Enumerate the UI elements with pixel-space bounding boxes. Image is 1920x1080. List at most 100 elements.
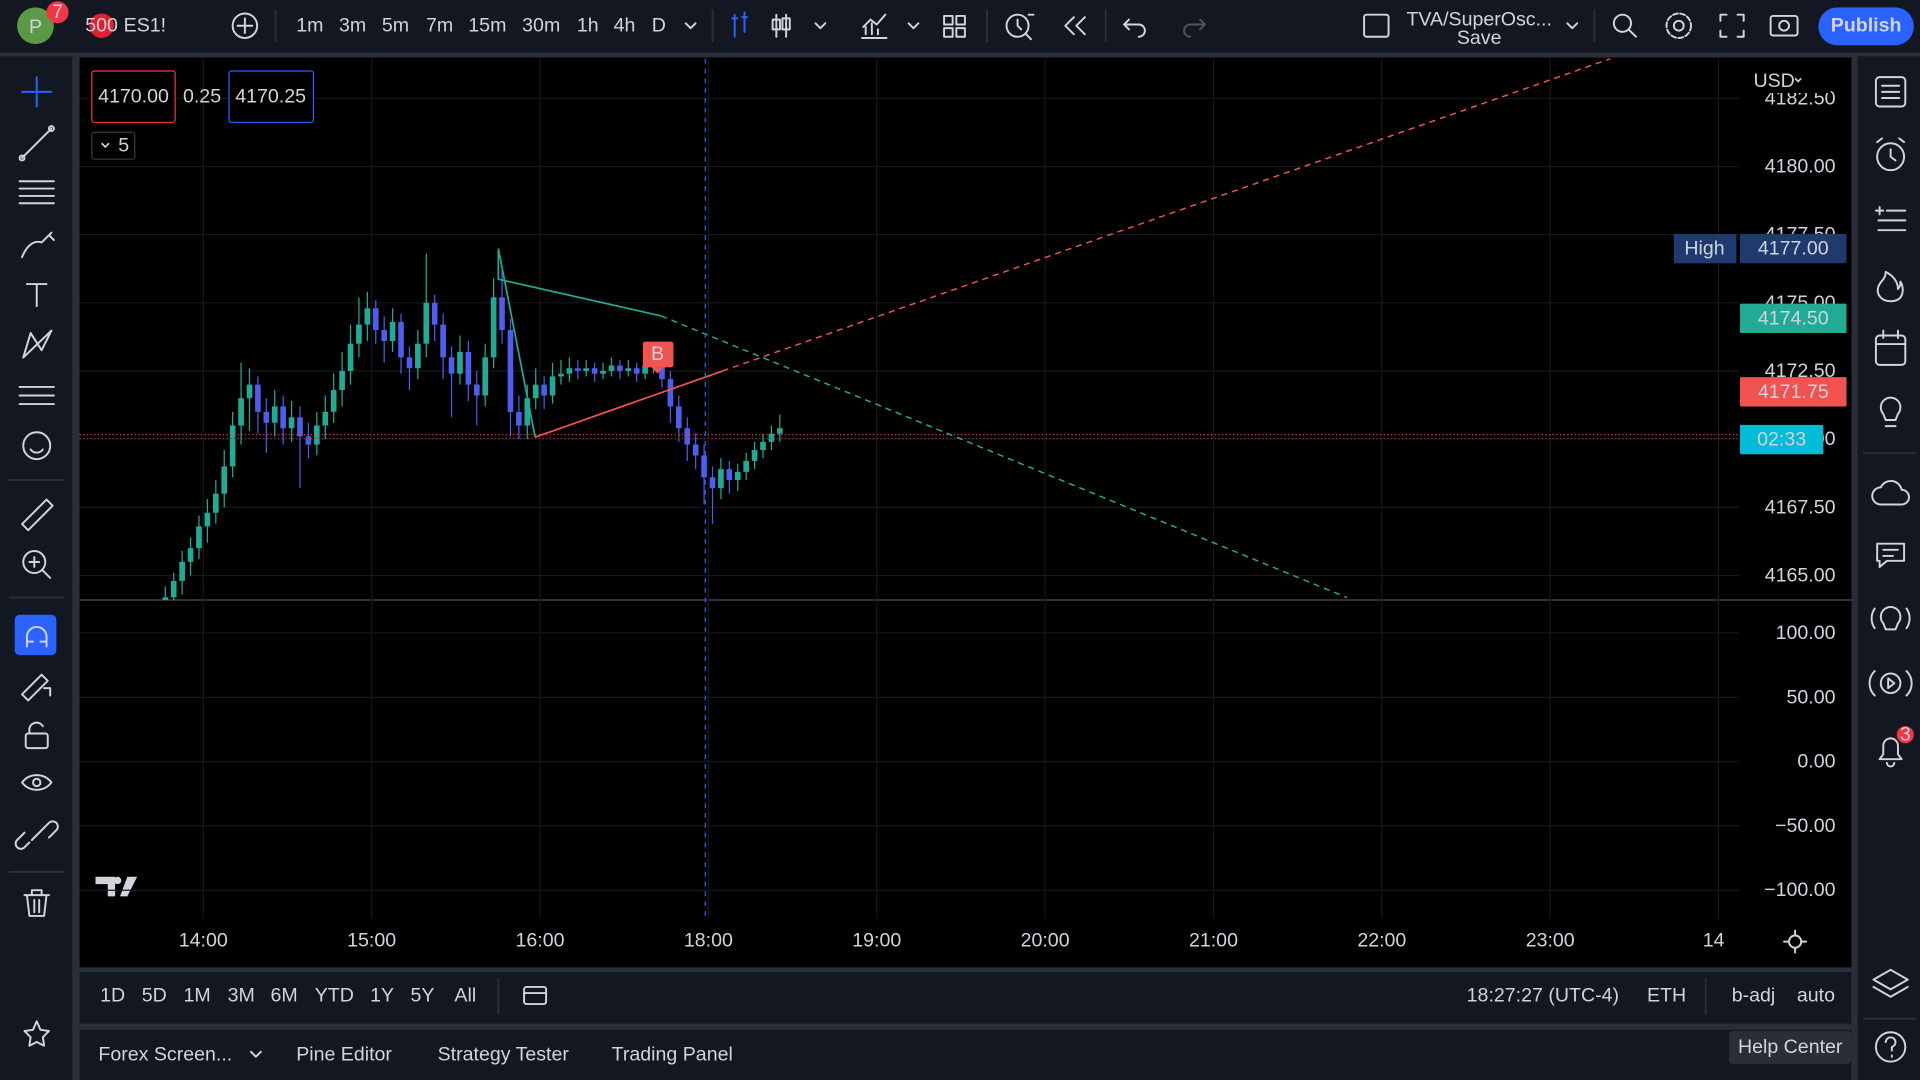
symbol[interactable]: ES1! <box>124 15 166 37</box>
stay-drawing-tool[interactable] <box>21 673 52 702</box>
candle-body <box>389 321 396 341</box>
add-symbol-icon[interactable] <box>231 12 259 39</box>
candle-body <box>473 384 480 396</box>
time-tick-label: 19:00 <box>852 929 901 951</box>
favorites-tool[interactable] <box>23 1020 50 1047</box>
time-tick-label: 23:00 <box>1526 929 1575 951</box>
alerts-icon[interactable] <box>1876 142 1906 172</box>
trendline-tool[interactable] <box>21 127 53 159</box>
hotlist-icon[interactable] <box>1876 270 1904 303</box>
publish-label[interactable]: Publish <box>1831 15 1902 37</box>
bottom-tab[interactable]: Strategy Tester <box>438 1043 570 1065</box>
layout-name[interactable]: TVA/SuperOsc... <box>1406 9 1551 31</box>
interval[interactable]: 15m <box>468 15 506 37</box>
brush-tool[interactable] <box>21 231 55 259</box>
scale-mode[interactable]: auto <box>1797 985 1835 1007</box>
replay-feed-icon[interactable] <box>1879 672 1902 695</box>
candle-body <box>507 330 514 412</box>
top-icons <box>231 8 1799 43</box>
candle-body <box>549 376 556 396</box>
zoom-tool[interactable] <box>22 550 47 575</box>
range-button[interactable]: All <box>454 985 476 1007</box>
minds-icon[interactable] <box>1876 542 1906 568</box>
candle-body <box>625 368 632 371</box>
candle-body <box>490 297 497 358</box>
streams-icon[interactable] <box>1870 606 1911 631</box>
pattern-tool[interactable] <box>22 329 53 359</box>
candle-body <box>196 526 202 549</box>
range-button[interactable]: 1Y <box>370 985 394 1007</box>
interval[interactable]: 7m <box>426 15 453 37</box>
magnet-tool[interactable] <box>14 614 57 656</box>
undo-icon[interactable] <box>1123 18 1146 38</box>
range-button[interactable]: 1D <box>100 985 125 1007</box>
bottom-tab[interactable]: Pine Editor <box>296 1043 392 1065</box>
watchlist-icon[interactable] <box>1874 76 1907 108</box>
signal-marker-tip <box>651 367 664 374</box>
avatar[interactable] <box>17 7 54 45</box>
forecast-tool[interactable] <box>18 385 55 406</box>
range-button[interactable]: YTD <box>315 985 354 1007</box>
candle-body <box>541 384 547 396</box>
range-button[interactable]: 1M <box>184 985 211 1007</box>
candle-body <box>743 460 749 472</box>
fullscreen-icon[interactable] <box>1719 13 1745 38</box>
measure-tool[interactable] <box>21 498 54 532</box>
replay-icon[interactable] <box>1064 16 1086 36</box>
layout-icon[interactable] <box>1363 13 1390 38</box>
help-icon[interactable] <box>1874 1031 1907 1063</box>
bars-icon[interactable] <box>771 13 791 38</box>
interval[interactable]: D <box>652 15 666 37</box>
chevron[interactable] <box>684 22 697 30</box>
bottom-tab[interactable]: Forex Screen... <box>98 1043 232 1065</box>
calendar-icon[interactable] <box>1874 334 1907 366</box>
range-button[interactable]: 3M <box>228 985 255 1007</box>
adjustment[interactable]: b-adj <box>1732 985 1776 1007</box>
time-tick-label: 16:00 <box>516 929 565 951</box>
settings-icon[interactable] <box>1672 19 1685 32</box>
signal-marker-label: B <box>651 343 664 365</box>
hide-tool[interactable] <box>21 774 53 791</box>
interval[interactable]: 4h <box>614 15 636 37</box>
chats-icon[interactable] <box>1871 479 1910 506</box>
candle-body <box>305 436 312 445</box>
bottom-tab[interactable]: Trading Panel <box>612 1043 733 1065</box>
search-icon[interactable] <box>1612 13 1633 33</box>
sell-button[interactable] <box>91 70 176 124</box>
alert-icon[interactable] <box>1005 13 1030 38</box>
candles-icon[interactable] <box>731 11 748 38</box>
session[interactable]: ETH <box>1647 985 1686 1007</box>
goto-date-icon[interactable] <box>523 985 548 1006</box>
interval[interactable]: 1m <box>296 15 323 37</box>
lock-tool[interactable] <box>24 732 49 750</box>
interval[interactable]: 5m <box>382 15 409 37</box>
delete-tool[interactable] <box>23 889 50 917</box>
candle-body <box>288 417 295 429</box>
object-tree-icon[interactable] <box>1874 205 1907 232</box>
text-tool[interactable] <box>25 283 48 308</box>
indicator-tick-label: −100.00 <box>1764 879 1835 901</box>
currency[interactable]: USD <box>1753 70 1794 92</box>
range-button[interactable]: 6M <box>270 985 297 1007</box>
crosshair-tool[interactable] <box>21 76 53 108</box>
publish-button[interactable] <box>1818 7 1914 46</box>
notifications-icon[interactable] <box>1878 737 1903 768</box>
snapshot-icon[interactable] <box>1769 14 1799 37</box>
interval[interactable]: 30m <box>522 15 560 37</box>
layers-icon[interactable] <box>1872 968 1909 998</box>
price-label-box <box>1740 377 1847 407</box>
range-button[interactable]: 5D <box>142 985 167 1007</box>
quantity-box[interactable] <box>91 131 136 160</box>
interval[interactable]: 3m <box>339 15 366 37</box>
ideas-icon[interactable] <box>1879 396 1902 428</box>
candle-body <box>482 357 489 396</box>
indicators-icon[interactable] <box>861 13 888 39</box>
interval[interactable]: 1h <box>577 15 599 37</box>
candle-body <box>162 597 169 600</box>
range-button[interactable]: 5Y <box>410 985 434 1007</box>
icon-tool[interactable] <box>22 431 52 461</box>
axis-settings-icon[interactable] <box>1788 934 1803 949</box>
sync-tool[interactable] <box>14 820 59 850</box>
fib-tool[interactable] <box>18 180 55 205</box>
buy-button[interactable] <box>228 70 315 124</box>
